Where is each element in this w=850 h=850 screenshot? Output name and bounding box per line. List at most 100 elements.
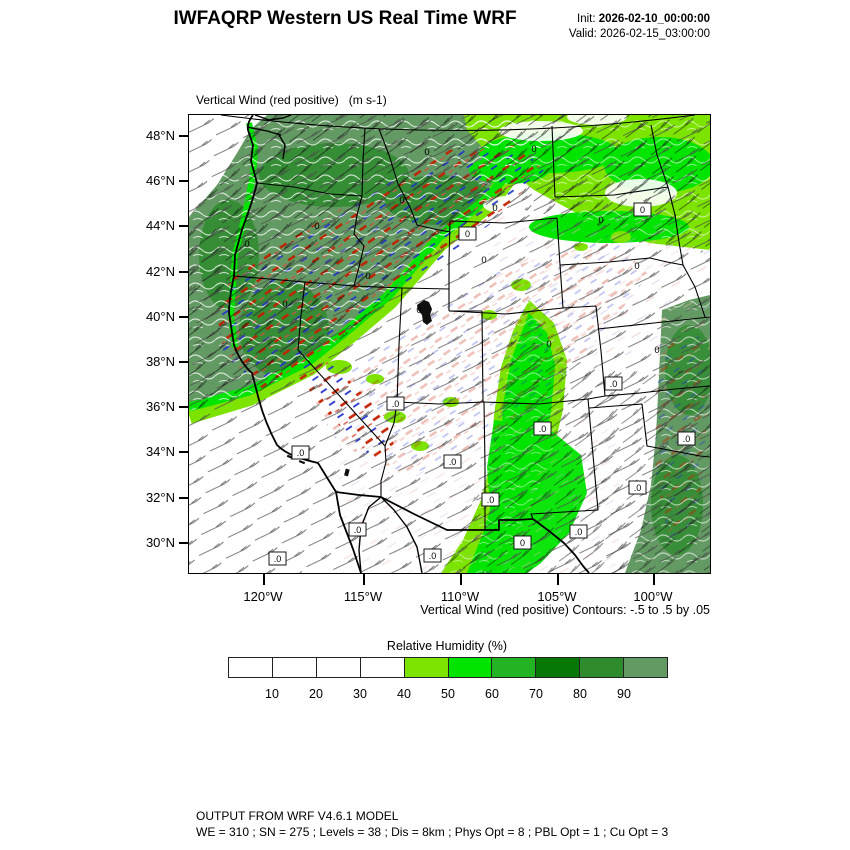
lon-label: 110°W — [440, 589, 480, 604]
lon-label: 105°W — [537, 589, 577, 604]
footer-config-line: WE = 310 ; SN = 275 ; Levels = 38 ; Dis … — [196, 825, 669, 839]
svg-text:.0: .0 — [429, 551, 437, 561]
colorbar-segment — [359, 658, 404, 677]
colorbar-tick: 20 — [309, 687, 323, 701]
svg-text:0: 0 — [492, 203, 497, 214]
svg-text:.0: .0 — [274, 554, 282, 564]
lat-label: 32°N — [145, 490, 175, 505]
svg-text:0: 0 — [634, 261, 639, 272]
svg-text:0: 0 — [399, 195, 404, 206]
lat-tick — [179, 135, 188, 137]
colorbar-tick: 40 — [397, 687, 411, 701]
lon-label: 100°W — [633, 589, 673, 604]
valid-time: Valid: 2026-02-15_03:00:00 — [569, 27, 710, 42]
svg-text:0: 0 — [654, 345, 659, 356]
colorbar-segment — [403, 658, 448, 677]
legend-line-vertical-wind: Vertical Wind (red positive) (m s-1) — [196, 93, 387, 107]
svg-text:0: 0 — [465, 229, 470, 239]
colorbar-segment — [623, 658, 668, 677]
init-label: Init: — [577, 13, 599, 25]
svg-text:0: 0 — [282, 299, 287, 310]
lat-tick — [179, 542, 188, 544]
lat-label: 44°N — [145, 218, 175, 233]
lat-tick — [179, 497, 188, 499]
lon-tick — [557, 574, 559, 585]
colorbar-segment — [579, 658, 624, 677]
colorbar-tick: 30 — [353, 687, 367, 701]
lat-label: 40°N — [145, 309, 175, 324]
svg-text:.0: .0 — [610, 379, 618, 389]
lat-tick — [179, 180, 188, 182]
svg-text:0: 0 — [520, 538, 525, 548]
svg-text:0: 0 — [640, 205, 645, 215]
svg-text:0: 0 — [424, 147, 429, 158]
svg-text:.0: .0 — [297, 448, 305, 458]
colorbar-segment — [315, 658, 360, 677]
zero-contour-boxed-labels: .0 .0 0 .0 .0 .0 .0 .0 .0 .0 .0 .0 0 0 .… — [268, 202, 696, 566]
lat-label: 48°N — [145, 128, 175, 143]
colorbar — [228, 657, 668, 678]
svg-text:0: 0 — [546, 339, 551, 350]
svg-text:0: 0 — [481, 255, 486, 266]
colorbar-tick: 70 — [529, 687, 543, 701]
colorbar-segment — [447, 658, 492, 677]
colorbar-segment — [535, 658, 580, 677]
init-value: 2026-02-10_00:00:00 — [598, 13, 710, 25]
lat-tick — [179, 451, 188, 453]
model-footer: OUTPUT FROM WRF V4.6.1 MODEL WE = 310 ; … — [196, 808, 668, 840]
coastline — [228, 114, 590, 574]
lon-tick — [460, 574, 462, 585]
colorbar-tick: 90 — [617, 687, 631, 701]
lat-tick — [179, 225, 188, 227]
svg-text:.0: .0 — [392, 399, 400, 409]
svg-text:0: 0 — [365, 271, 370, 282]
lat-label: 42°N — [145, 264, 175, 279]
page-title: IWFAQRP Western US Real Time WRF — [173, 8, 517, 29]
valid-label: Valid: — [568, 28, 600, 40]
lat-label: 34°N — [145, 444, 175, 459]
lat-label: 36°N — [145, 399, 175, 414]
lat-tick — [179, 271, 188, 273]
lon-tick — [363, 574, 365, 585]
wind-barbs-dense-southeast — [441, 331, 710, 573]
lat-label: 30°N — [145, 535, 175, 550]
colorbar-tick: 60 — [485, 687, 499, 701]
svg-text:0: 0 — [244, 239, 249, 250]
model-times: Init: 2026-02-10_00:00:00 Valid: 2026-02… — [569, 12, 710, 42]
init-time: Init: 2026-02-10_00:00:00 — [569, 12, 710, 27]
lat-tick — [179, 406, 188, 408]
lat-label: 38°N — [145, 354, 175, 369]
footer-model-line: OUTPUT FROM WRF V4.6.1 MODEL — [196, 809, 399, 823]
lon-label: 120°W — [243, 589, 283, 604]
lon-tick — [263, 574, 265, 585]
svg-text:.0: .0 — [449, 457, 457, 467]
lat-tick — [179, 361, 188, 363]
colorbar-tick: 50 — [441, 687, 455, 701]
valid-value: 2026-02-15_03:00:00 — [600, 28, 710, 40]
lat-tick — [179, 316, 188, 318]
lakes-and-islands — [286, 300, 432, 477]
map-panel: 0 0 0 0 0 0 0 0 0 0 0 0 0 0 .0 .0 0 .0 .… — [186, 109, 714, 574]
svg-text:0: 0 — [314, 221, 319, 232]
colorbar-tick: 80 — [573, 687, 587, 701]
colorbar-segment — [491, 658, 536, 677]
lon-label: 115°W — [343, 589, 383, 604]
svg-text:.0: .0 — [634, 483, 642, 493]
svg-text:.0: .0 — [539, 424, 547, 434]
state-borders — [220, 114, 711, 530]
weather-map: 0 0 0 0 0 0 0 0 0 0 0 0 0 0 .0 .0 0 .0 .… — [186, 109, 714, 574]
colorbar-segment — [271, 658, 316, 677]
wind-barbs-dense-north — [189, 115, 710, 411]
svg-text:0: 0 — [416, 305, 421, 316]
lon-tick — [653, 574, 655, 585]
svg-text:0: 0 — [531, 144, 536, 155]
colorbar-title: Relative Humidity (%) — [386, 639, 508, 653]
svg-text:.0: .0 — [683, 434, 691, 444]
contour-range-note: Vertical Wind (red positive) Contours: -… — [420, 603, 710, 617]
colorbar-segment — [229, 658, 272, 677]
svg-text:.0: .0 — [575, 527, 583, 537]
colorbar-tick: 10 — [265, 687, 279, 701]
lat-label: 46°N — [145, 173, 175, 188]
zero-contour-plain-labels: 0 0 0 0 0 0 0 0 0 0 0 0 0 0 — [244, 144, 659, 356]
